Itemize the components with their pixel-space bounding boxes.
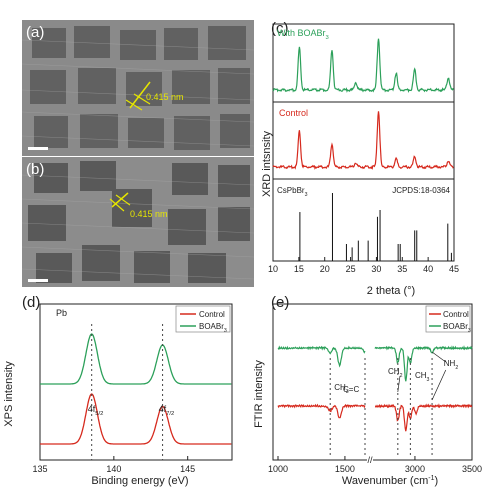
lattice-marker-b	[111, 192, 129, 208]
xrd-reference-card: JCPDS:18-0364	[392, 186, 450, 195]
ftir-x-tick-label: 3500	[462, 464, 482, 474]
ftir-series-line	[374, 345, 473, 382]
xrd-xlabel: 2 theta (°)	[367, 285, 415, 297]
ftir-x-tick-label: 1500	[335, 464, 355, 474]
ftir-band-label: CH3	[415, 371, 430, 383]
lattice-marker-a	[129, 81, 151, 109]
ftir-series-line	[277, 345, 366, 368]
xps-x-tick-label: 135	[32, 464, 47, 474]
xps-x-tick-label: 140	[106, 464, 121, 474]
lattice-spacing-label-a: 0.415 nm	[146, 92, 184, 102]
xps-series-line	[40, 333, 232, 385]
xrd-plot-frame	[272, 23, 455, 262]
xps-ylabel: XPS intensity	[3, 361, 15, 427]
xps-legend-label: BOABr3	[199, 322, 227, 334]
ftir-band-label: CH3	[334, 383, 349, 395]
xps-peak-label: 4f5/2	[88, 404, 104, 417]
xps-peak-label: 4f7/2	[159, 404, 175, 417]
xrd-x-tick-label: 35	[397, 264, 407, 274]
xrd-x-tick-label: 40	[423, 264, 433, 274]
ftir-legend-label: BOABr3	[443, 322, 471, 334]
xrd-x-tick-label: 30	[371, 264, 381, 274]
tem-texture-b	[22, 157, 254, 287]
xps-chart: XPS intensity Binding energy (eV) Pb 135…	[3, 303, 233, 487]
xrd-ylabel: XRD intsnsity	[261, 130, 273, 197]
ftir-legend-box	[425, 305, 471, 333]
tem-image-b	[22, 157, 254, 287]
ftir-x-tick-label: 1000	[268, 464, 288, 474]
xps-legend-box	[175, 305, 231, 333]
xps-series-line	[40, 393, 232, 445]
ftir-series-line	[374, 403, 473, 432]
lattice-spacing-label-b: 0.415 nm	[130, 209, 168, 219]
xrd-reference-label: CsPbBr3	[277, 186, 308, 198]
ftir-x-tick-label: 3000	[405, 464, 425, 474]
xps-xlabel: Binding energy (eV)	[91, 475, 188, 487]
xrd-x-tick-label: 45	[449, 264, 459, 274]
xrd-series-label: Control	[279, 108, 308, 118]
xrd-series-line	[272, 38, 454, 93]
xrd-chart: XRD intsnsity 2 theta (°) 10 15 20 25 30 35 40…	[261, 23, 459, 297]
ftir-legend-label: Control	[443, 310, 469, 319]
scale-bar-a	[28, 147, 48, 150]
ftir-band-pointer	[397, 375, 401, 393]
xrd-x-tick-label: 20	[320, 264, 330, 274]
panel-label-b: (b)	[26, 161, 45, 178]
ftir-band-label: NH2	[444, 359, 459, 371]
xrd-x-tick-label: 10	[268, 264, 278, 274]
tem-image-a	[22, 20, 254, 156]
ftir-series-line	[277, 403, 366, 419]
ftir-ylabel: FTIR intensity	[253, 360, 265, 428]
ftir-axis-break: //	[367, 455, 373, 465]
ftir-band-label: C=C	[343, 385, 359, 394]
panel-label-e: (e)	[271, 294, 290, 311]
ftir-band-pointer	[431, 369, 447, 401]
xrd-x-tick-label: 15	[294, 264, 304, 274]
xrd-x-tick-label: 25	[346, 264, 356, 274]
tem-texture-a	[22, 20, 254, 156]
ftir-axis-break-gap	[367, 458, 373, 462]
xps-element-label: Pb	[56, 308, 67, 318]
ftir-xlabel: Wavenumber (cm-1)	[342, 475, 438, 487]
xps-plot-frame	[39, 303, 233, 461]
ftir-band-label: CH2	[388, 367, 403, 379]
ftir-chart: FTIR intensity Wavenumber (cm-1) // 1000 1…	[253, 303, 482, 487]
xps-legend-label: Control	[199, 310, 225, 319]
panel-label-d: (d)	[22, 294, 41, 311]
scale-bar-b	[28, 279, 48, 282]
panel-label-a: (a)	[26, 24, 45, 41]
ftir-band-pointer	[431, 351, 446, 363]
xrd-series-label: With BOABr3	[277, 28, 329, 41]
xrd-series-line	[272, 111, 454, 170]
xps-x-tick-label: 145	[180, 464, 195, 474]
